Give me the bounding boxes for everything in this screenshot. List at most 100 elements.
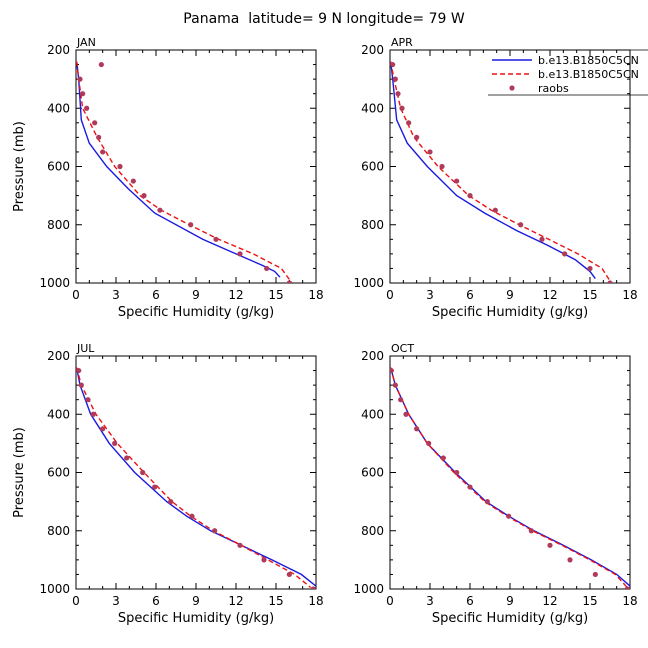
raobs-point	[547, 542, 553, 548]
panel-oct: OCT 0 3 6 9 12 15 18 200 400 600 800 1000 Specific Hu…	[353, 342, 637, 626]
raobs-point	[592, 571, 598, 578]
raobs-point	[390, 61, 396, 68]
legend-label: b.e13.B1850C5CN	[538, 68, 639, 81]
raobs-point	[124, 455, 130, 461]
raobs-point	[189, 513, 195, 519]
x-tick-label: 0	[72, 594, 80, 608]
x-tick-label: 0	[386, 288, 394, 302]
raobs-point	[467, 484, 473, 490]
raobs-point	[100, 426, 106, 432]
panel-label: APR	[391, 36, 413, 49]
raobs-point	[157, 207, 163, 213]
raobs-point	[264, 265, 270, 272]
y-tick-label: 400	[47, 101, 70, 115]
x-axis-label: Specific Humidity (g/kg)	[432, 611, 588, 626]
raobs-point	[587, 265, 593, 272]
raobs-point	[77, 76, 83, 82]
x-tick-label: 12	[228, 288, 243, 302]
x-tick-label: 18	[622, 594, 637, 608]
x-tick-label: 12	[542, 288, 557, 302]
raobs-point	[567, 557, 573, 563]
y-tick-label: 600	[47, 466, 70, 480]
y-tick-label: 600	[361, 160, 384, 174]
y-tick-label: 800	[47, 218, 70, 232]
panel-apr: APR 0 3 6 9 12 15 18 200 400 600 800 1000 Specific Hu…	[353, 36, 637, 320]
x-tick-label: 3	[426, 288, 434, 302]
x-tick-label: 0	[72, 288, 80, 302]
model-dashed-line	[390, 367, 630, 589]
raobs-point	[414, 134, 420, 140]
raobs-point	[395, 91, 401, 97]
panel-jan: JAN 0 3 6 9 12 15 18 200 400 600 800 1000 Specific Hu…	[12, 36, 648, 320]
x-tick-label: 3	[112, 594, 120, 608]
raobs-point	[310, 586, 316, 589]
data-layer	[390, 367, 630, 589]
raobs-point	[398, 397, 404, 403]
raobs-point	[213, 236, 219, 242]
model-dashed-line	[76, 367, 312, 589]
raobs-point	[168, 499, 174, 505]
y-axis-label: Pressure (mb)	[12, 121, 27, 212]
y-tick-label: 800	[361, 218, 384, 232]
raobs-point	[562, 251, 568, 257]
y-tick-label: 800	[361, 524, 384, 538]
raobs-point	[467, 193, 473, 199]
model-solid-line	[76, 367, 316, 587]
raobs-point	[518, 222, 524, 228]
raobs-point	[607, 280, 613, 283]
y-tick-label: 1000	[353, 276, 384, 290]
x-tick-label: 0	[386, 594, 394, 608]
x-tick-label: 9	[506, 594, 514, 608]
x-tick-label: 18	[622, 288, 637, 302]
legend-label: b.e13.B1850C5CN	[538, 54, 639, 67]
panel-jul: JUL 0 3 6 9 12 15 18 200 400 600 800 1000 Specific Hu…	[12, 342, 324, 626]
panel-label: JUL	[76, 342, 95, 355]
x-axis-label: Specific Humidity (g/kg)	[118, 611, 274, 626]
raobs-point	[392, 76, 398, 82]
data-layer	[76, 61, 293, 283]
raobs-point	[624, 586, 630, 589]
raobs-point	[141, 193, 147, 199]
raobs-point	[78, 382, 84, 388]
y-tick-label: 600	[47, 160, 70, 174]
x-tick-label: 15	[268, 288, 283, 302]
x-tick-label: 12	[542, 594, 557, 608]
x-tick-label: 9	[192, 288, 200, 302]
x-tick-label: 15	[582, 288, 597, 302]
x-tick-label: 3	[112, 288, 120, 302]
raobs-point	[100, 149, 106, 155]
raobs-point	[454, 469, 460, 476]
y-tick-label: 800	[47, 524, 70, 538]
x-tick-label: 3	[426, 594, 434, 608]
data-layer	[390, 61, 613, 283]
raobs-point	[440, 455, 446, 461]
raobs-point	[130, 178, 136, 184]
raobs-point	[261, 557, 267, 563]
legend-raobs-marker	[509, 85, 515, 91]
x-tick-label: 6	[466, 288, 474, 302]
raobs-point	[484, 499, 490, 505]
raobs-point	[188, 222, 194, 228]
raobs-point	[84, 105, 90, 111]
y-tick-label: 400	[361, 407, 384, 421]
raobs-point	[454, 178, 460, 184]
x-tick-label: 6	[152, 594, 160, 608]
raobs-point	[237, 542, 243, 548]
x-tick-label: 12	[228, 594, 243, 608]
legend-label: raobs	[538, 82, 569, 95]
x-tick-label: 15	[582, 594, 597, 608]
x-axis-label: Specific Humidity (g/kg)	[118, 305, 274, 320]
raobs-point	[85, 397, 91, 403]
raobs-point	[399, 105, 405, 111]
raobs-point	[390, 367, 394, 374]
raobs-point	[539, 236, 545, 242]
raobs-point	[406, 120, 412, 126]
raobs-point	[92, 120, 98, 126]
x-axis-label: Specific Humidity (g/kg)	[432, 305, 588, 320]
raobs-point	[439, 163, 445, 170]
y-tick-label: 200	[361, 349, 384, 363]
x-tick-label: 9	[192, 594, 200, 608]
raobs-point	[426, 440, 432, 446]
raobs-point	[80, 91, 86, 97]
y-tick-label: 400	[361, 101, 384, 115]
